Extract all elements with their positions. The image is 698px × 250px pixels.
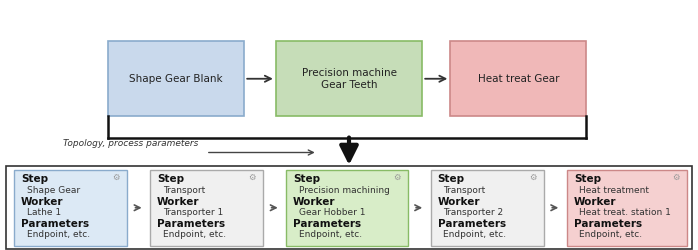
FancyBboxPatch shape xyxy=(431,170,544,246)
FancyBboxPatch shape xyxy=(286,170,408,246)
Text: Worker: Worker xyxy=(574,197,616,207)
Text: Step: Step xyxy=(21,174,48,184)
Text: Endpoint, etc.: Endpoint, etc. xyxy=(27,230,89,239)
Text: ⚙: ⚙ xyxy=(672,172,680,182)
Text: Gear Hobber 1: Gear Hobber 1 xyxy=(299,208,365,217)
Text: Parameters: Parameters xyxy=(574,219,642,229)
FancyBboxPatch shape xyxy=(567,170,687,246)
Text: Precision machining: Precision machining xyxy=(299,186,389,194)
Text: Endpoint, etc.: Endpoint, etc. xyxy=(579,230,642,239)
Text: Endpoint, etc.: Endpoint, etc. xyxy=(443,230,506,239)
FancyBboxPatch shape xyxy=(276,41,422,116)
Text: Heat treat. station 1: Heat treat. station 1 xyxy=(579,208,671,217)
Text: Transporter 1: Transporter 1 xyxy=(163,208,223,217)
Text: ⚙: ⚙ xyxy=(112,172,120,182)
Text: Step: Step xyxy=(574,174,601,184)
Text: Step: Step xyxy=(293,174,320,184)
Text: Parameters: Parameters xyxy=(157,219,225,229)
Text: Precision machine
Gear Teeth: Precision machine Gear Teeth xyxy=(302,68,396,90)
Text: Shape Gear: Shape Gear xyxy=(27,186,80,194)
Text: Worker: Worker xyxy=(21,197,64,207)
Text: Heat treatment: Heat treatment xyxy=(579,186,649,194)
Text: Parameters: Parameters xyxy=(21,219,89,229)
Text: Worker: Worker xyxy=(293,197,336,207)
Text: Worker: Worker xyxy=(438,197,480,207)
Text: ⚙: ⚙ xyxy=(248,172,256,182)
Text: Worker: Worker xyxy=(157,197,200,207)
Text: Step: Step xyxy=(157,174,184,184)
Text: Heat treat Gear: Heat treat Gear xyxy=(477,74,559,84)
FancyBboxPatch shape xyxy=(108,41,244,116)
Text: Parameters: Parameters xyxy=(293,219,362,229)
Text: Parameters: Parameters xyxy=(438,219,506,229)
Text: Transporter 2: Transporter 2 xyxy=(443,208,503,217)
Text: ⚙: ⚙ xyxy=(529,172,537,182)
Text: Topology, process parameters: Topology, process parameters xyxy=(63,138,198,147)
FancyBboxPatch shape xyxy=(14,170,127,246)
FancyBboxPatch shape xyxy=(450,41,586,116)
Text: Lathe 1: Lathe 1 xyxy=(27,208,61,217)
Text: Transport: Transport xyxy=(163,186,205,194)
Bar xyxy=(6,166,692,249)
Text: Shape Gear Blank: Shape Gear Blank xyxy=(129,74,223,84)
Text: Transport: Transport xyxy=(443,186,486,194)
Text: Endpoint, etc.: Endpoint, etc. xyxy=(163,230,225,239)
Text: Endpoint, etc.: Endpoint, etc. xyxy=(299,230,362,239)
FancyBboxPatch shape xyxy=(150,170,263,246)
Text: ⚙: ⚙ xyxy=(393,172,401,182)
Text: Step: Step xyxy=(438,174,465,184)
